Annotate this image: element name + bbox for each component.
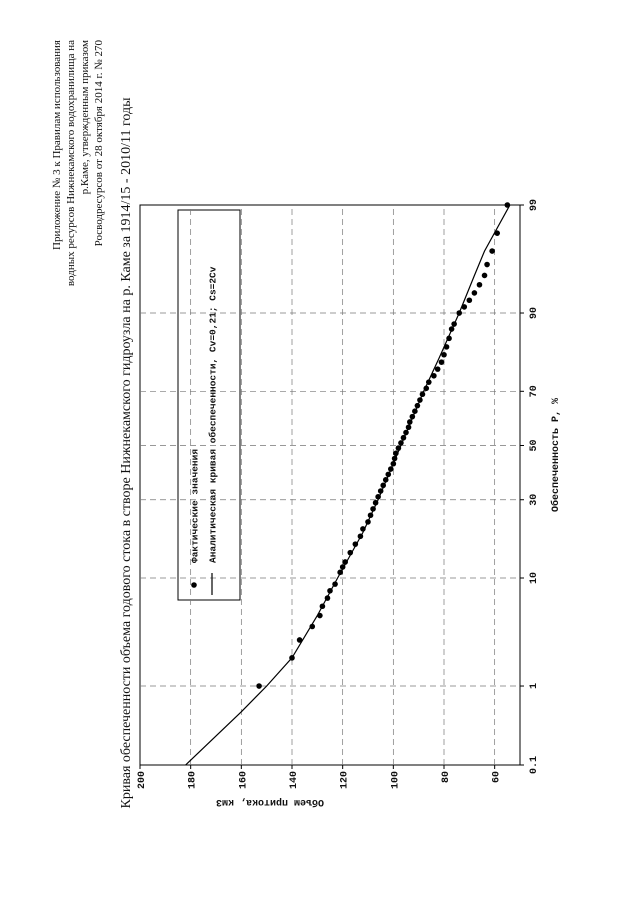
y-tick-label: 160 bbox=[238, 771, 249, 789]
x-tick-label: 10 bbox=[529, 572, 540, 584]
y-tick-label: 200 bbox=[137, 771, 148, 789]
data-point bbox=[476, 281, 483, 288]
header-line: Росводресурсов от 28 октября 2014 г. № 2… bbox=[93, 40, 105, 247]
data-point bbox=[347, 549, 354, 556]
data-point bbox=[484, 261, 490, 268]
y-tick-label: 180 bbox=[188, 771, 199, 789]
data-point bbox=[466, 297, 473, 304]
data-point bbox=[296, 637, 303, 643]
x-tick-label: 90 bbox=[529, 307, 540, 319]
data-point bbox=[441, 351, 447, 358]
data-point bbox=[434, 366, 441, 372]
legend-marker bbox=[191, 582, 197, 588]
chart-title: Кривая обеспеченности объема годового ст… bbox=[119, 97, 134, 809]
header-line: Приложение № 3 к Правилам использования bbox=[51, 40, 63, 250]
data-point bbox=[489, 248, 495, 254]
data-point bbox=[438, 359, 445, 365]
data-point bbox=[431, 372, 437, 379]
plot-frame bbox=[139, 204, 521, 766]
curve bbox=[185, 204, 511, 766]
data-point bbox=[256, 683, 262, 689]
data-point bbox=[309, 623, 316, 630]
x-axis-label: Обеспеченность P, % bbox=[549, 398, 562, 512]
x-tick-label: 0.1 bbox=[529, 756, 540, 774]
rotated-sheet: Приложение № 3 к Правилам использования … bbox=[51, 40, 562, 809]
y-tick-label: 80 bbox=[441, 771, 452, 783]
legend-label: Аналитическая кривая обеспеченности, Cv=… bbox=[208, 266, 219, 563]
x-tick-label: 30 bbox=[529, 494, 540, 506]
x-tick-label: 1 bbox=[529, 683, 540, 689]
header-line: р.Каме, утвержденным приказом bbox=[79, 40, 91, 194]
y-axis-label: Объем притока, км3 bbox=[216, 796, 324, 809]
y-tick-label: 140 bbox=[289, 771, 300, 789]
x-tick-label: 70 bbox=[529, 385, 540, 397]
y-tick-label: 60 bbox=[492, 771, 503, 783]
legend-box bbox=[177, 209, 241, 601]
y-tick-label: 100 bbox=[390, 771, 401, 789]
legend-label: Фактические значения bbox=[190, 449, 201, 563]
x-tick-label: 50 bbox=[529, 440, 540, 452]
header-line: водных ресурсов Нижнекамского водохранил… bbox=[65, 40, 77, 286]
data-point bbox=[342, 559, 349, 565]
x-tick-label: 99 bbox=[529, 199, 540, 211]
data-point bbox=[471, 290, 478, 296]
y-tick-label: 120 bbox=[340, 771, 351, 789]
data-point bbox=[481, 272, 488, 279]
